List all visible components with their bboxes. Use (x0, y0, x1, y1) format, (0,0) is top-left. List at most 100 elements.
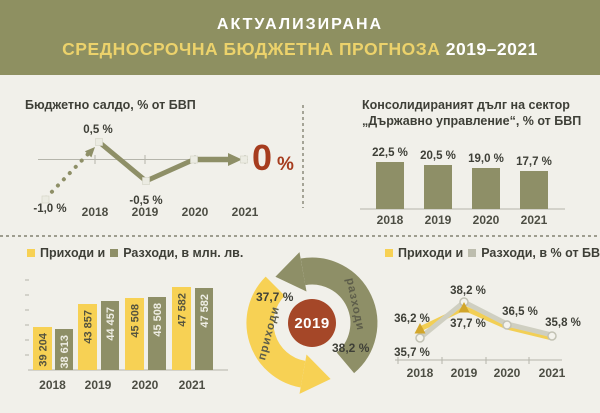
horizontal-dashed-divider (0, 235, 600, 237)
x-label-2019: 2019 (85, 378, 112, 392)
expense-bar-2018 (55, 329, 73, 370)
flow-expense-value: 38,2 % (332, 341, 370, 355)
x-label-2018: 2018 (82, 205, 109, 219)
highlight-unit: % (277, 154, 294, 175)
point-marker (142, 177, 150, 185)
expense-bar-2021 (195, 288, 213, 370)
point-marker (41, 195, 50, 204)
debt-bar-2018 (376, 162, 404, 209)
expense-legend-swatch-icon (110, 249, 119, 257)
x-label-2018: 2018 (377, 213, 404, 227)
budget-balance-chart: 0,5 % -1,0 % -0,5 % 2018 2019 2020 2021 (33, 124, 259, 219)
x-label-2019: 2019 (451, 366, 478, 380)
balance-2019-label: -0,5 % (129, 195, 162, 207)
shared-2021-label: 35,8 % (545, 317, 581, 329)
x-label-2019: 2019 (425, 213, 452, 227)
dotted-projection-line (44, 152, 90, 200)
revenue-2018-label: 36,2 % (394, 313, 430, 325)
debt-chart-title: Консолидираният дълг на сектор „Държавно… (362, 97, 581, 129)
expense-value-2021: 47 582 (199, 294, 211, 328)
balance-2021-highlight: 0 % (252, 137, 294, 178)
debt-value-2020: 19,0 % (468, 153, 504, 165)
header-title-line1: АКТУАЛИЗИРАНА (216, 15, 384, 33)
balance-line (97, 140, 196, 184)
expense-value-2020: 45 508 (152, 303, 164, 337)
point-marker (95, 138, 103, 146)
expense-arc (300, 257, 378, 374)
legend-part1: Приходи и (398, 246, 464, 260)
header-title-main: СРЕДНОСРОЧНА БЮДЖЕТНА ПРОГНОЗА (62, 38, 441, 59)
balance-2018-label: 0,5 % (83, 124, 112, 136)
shared-marker (502, 320, 512, 330)
x-label-2020: 2020 (494, 366, 521, 380)
x-label-2020: 2020 (132, 378, 159, 392)
revenue-value-2020: 45 508 (130, 304, 142, 338)
revenue-bar-2020 (125, 298, 144, 370)
x-label-2021: 2021 (521, 213, 548, 227)
budget-balance-title: Бюджетно салдо, % от БВП (25, 98, 196, 112)
legend-mln: Приходи и Разходи, в млн. лв. (27, 246, 243, 260)
expense-line (418, 299, 553, 340)
legend-part2: Разходи, в млн. лв. (123, 246, 244, 260)
header-banner: АКТУАЛИЗИРАНА СРЕДНОСРОЧНА БЮДЖЕТНА ПРОГ… (0, 0, 600, 75)
flat-arrow-head-icon (228, 153, 242, 166)
dotted-line-arrowhead-icon (84, 147, 95, 158)
shared-2020-label: 36,5 % (502, 306, 538, 318)
x-label-2020: 2020 (473, 213, 500, 227)
header-title-years: 2019–2021 (445, 38, 538, 59)
vertical-dashed-divider (302, 105, 304, 208)
expense-marker (415, 333, 425, 343)
debt-bar-2021 (520, 171, 548, 209)
point-marker (240, 155, 248, 164)
expense-bar-2020 (148, 297, 166, 370)
x-label-2018: 2018 (39, 378, 66, 392)
revenue-bar-2018 (33, 327, 52, 370)
x-label-2018: 2018 (407, 366, 434, 380)
revenue-2019-label: 37,7 % (450, 318, 486, 330)
x-label-2021: 2021 (179, 378, 206, 392)
expense-bar-2019 (101, 301, 119, 370)
center-year: 2019 (294, 315, 329, 332)
debt-bar-2019 (424, 165, 452, 209)
x-label-2019: 2019 (132, 205, 159, 219)
x-label-2021: 2021 (539, 366, 566, 380)
revenue-marker-icon (414, 323, 426, 334)
x-label-2020: 2020 (182, 205, 209, 219)
debt-value-2019: 20,5 % (420, 150, 456, 162)
shared-marker (547, 331, 557, 341)
revenue-legend-swatch-icon (385, 249, 393, 257)
revenue-value-2021: 47 582 (177, 293, 189, 327)
expense-value-2018: 38 613 (59, 335, 71, 369)
flow-revenue-value: 37,7 % (256, 290, 294, 304)
x-label-2021: 2021 (232, 205, 259, 219)
legend-part2: Разходи, в % от БВП (481, 246, 600, 260)
center-year-circle (288, 299, 336, 347)
expense-value-2019: 44 457 (105, 307, 117, 341)
debt-title-line2: „Държавно управление“, % от БВП (362, 114, 582, 128)
debt-title-line1: Консолидираният дълг на сектор (362, 98, 570, 112)
debt-value-2021: 17,7 % (516, 156, 552, 168)
revenue-arrow-icon (299, 354, 331, 394)
point-marker (190, 155, 198, 164)
header-title-line2: СРЕДНОСРОЧНА БЮДЖЕТНА ПРОГНОЗА 2019–2021 (62, 39, 538, 60)
revenue-bar-2021 (172, 287, 191, 370)
highlight-value: 0 (252, 137, 273, 178)
legend-part1: Приходи и (40, 246, 106, 260)
expense-2018-label: 35,7 % (394, 347, 430, 359)
revenue-value-2019: 43 857 (83, 310, 95, 344)
debt-value-2018: 22,5 % (372, 147, 408, 159)
balance-start-label: -1,0 % (33, 203, 66, 215)
revenue-value-2018: 39 204 (38, 332, 50, 367)
revenue-marker-icon (458, 302, 470, 313)
revenue-bar-2019 (78, 304, 97, 370)
revenue-arc (246, 276, 306, 388)
expense-2019-label: 38,2 % (450, 285, 486, 297)
expense-legend-swatch-icon (468, 249, 477, 257)
revenue-expense-mln-chart: 39 204 38 613 43 857 44 457 45 508 45 50… (25, 279, 228, 392)
flow-diagram: приходи разходи 2019 (246, 252, 378, 394)
debt-bar-chart: 22,5 % 20,5 % 19,0 % 17,7 % 2018 2019 20… (360, 147, 565, 227)
revenue-expense-gdp-chart: 36,2 % 35,7 % 38,2 % 37,7 % 36,5 % 35,8 … (394, 285, 581, 380)
revenue-legend-swatch-icon (27, 249, 35, 257)
expense-arrow-icon (275, 252, 307, 292)
